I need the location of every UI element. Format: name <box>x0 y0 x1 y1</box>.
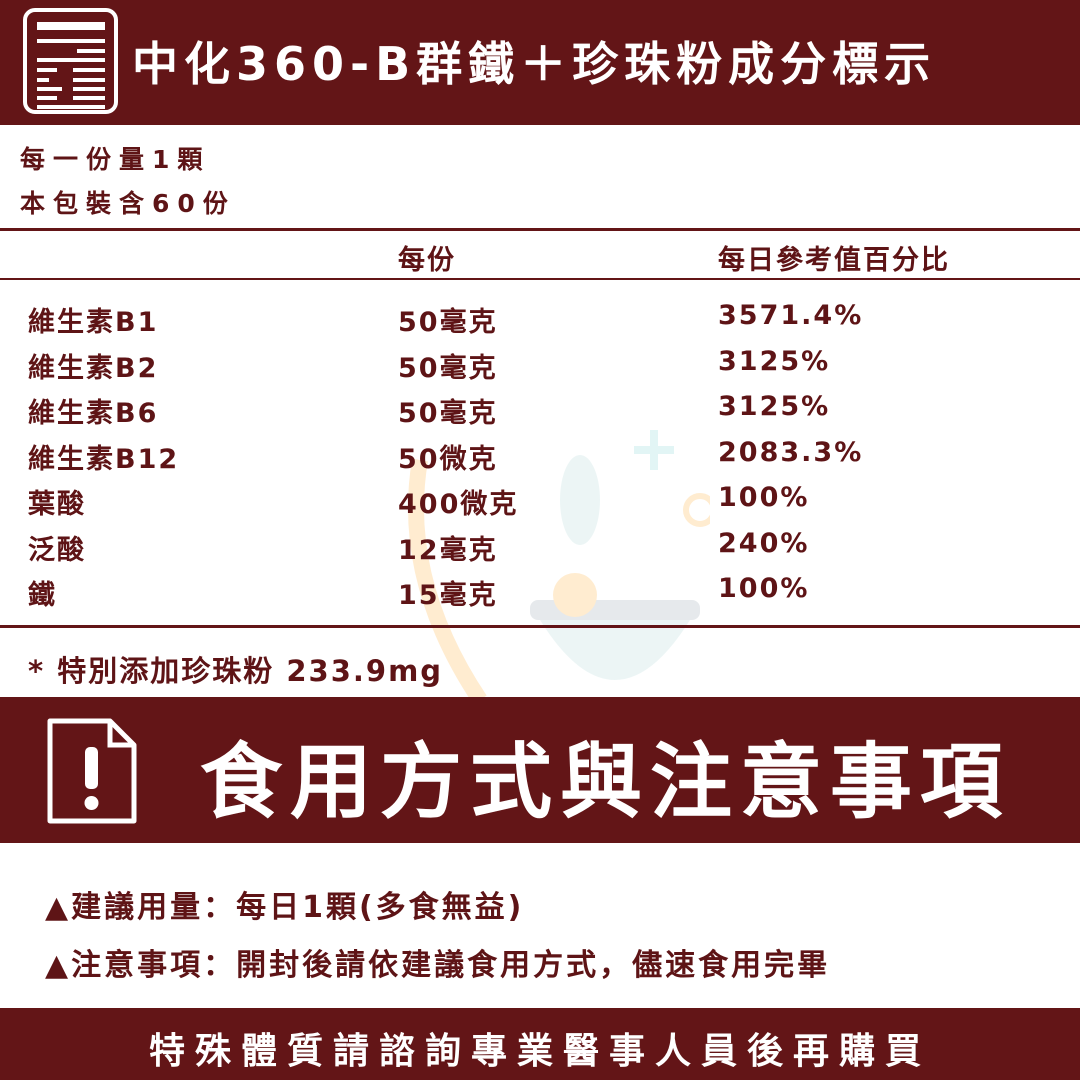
footer-warning: 特殊體質請諮詢專業醫事人員後再購買 <box>148 1031 931 1072</box>
usage-title: 食用方式與注意事項 <box>200 735 1011 830</box>
document-exclamation-icon <box>47 718 137 824</box>
usage-note: ▲注意事項：開封後請依建議食用方式，儘速食用完畢 <box>45 948 831 983</box>
usage-note: ▲建議用量：每日1顆(多食無益) <box>45 890 525 925</box>
servings-per-pack: 本包裝含60份 <box>20 189 236 218</box>
amount-per-serving: 50毫克 <box>398 307 498 338</box>
nutrient-name: 維生素B6 <box>28 398 159 429</box>
amount-per-serving: 50微克 <box>398 443 498 475</box>
header-band: 中化360-B群鐵＋珍珠粉成分標示 <box>0 0 1080 125</box>
usage-band: 食用方式與注意事項 <box>0 697 1080 843</box>
document-lines-icon <box>23 8 118 114</box>
nutrient-name: 泛酸 <box>28 534 86 566</box>
column-header: 每日參考值百分比 <box>718 245 950 276</box>
amount-per-serving: 50毫克 <box>398 398 498 429</box>
nutrient-name: 鐵 <box>28 580 57 611</box>
nutrient-name: 維生素B12 <box>28 443 180 475</box>
page-title: 中化360-B群鐵＋珍珠粉成分標示 <box>132 37 937 91</box>
amount-per-serving: 12毫克 <box>398 534 498 566</box>
nutrient-name: 葉酸 <box>28 489 86 520</box>
nutrient-name: 維生素B1 <box>28 307 159 338</box>
column-header: 每份 <box>398 245 456 276</box>
amount-per-serving: 15毫克 <box>398 580 498 611</box>
daily-value-percent: 2083.3% <box>718 436 864 468</box>
footer-band: 特殊體質請諮詢專業醫事人員後再購買 <box>0 1008 1080 1080</box>
daily-value-percent: 100% <box>718 573 810 604</box>
daily-value-percent: 3125% <box>718 391 831 422</box>
amount-per-serving: 50毫克 <box>398 352 498 384</box>
divider <box>0 228 1080 231</box>
daily-value-percent: 3571.4% <box>718 300 864 331</box>
daily-value-percent: 240% <box>718 527 810 559</box>
daily-value-percent: 3125% <box>718 345 831 377</box>
serving-size: 每一份量1顆 <box>20 145 211 174</box>
divider <box>0 625 1080 628</box>
nutrient-name: 維生素B2 <box>28 352 159 384</box>
divider <box>0 278 1080 280</box>
daily-value-percent: 100% <box>718 482 810 513</box>
footnote: * 特別添加珍珠粉 233.9mg <box>28 654 444 688</box>
amount-per-serving: 400微克 <box>398 489 519 520</box>
